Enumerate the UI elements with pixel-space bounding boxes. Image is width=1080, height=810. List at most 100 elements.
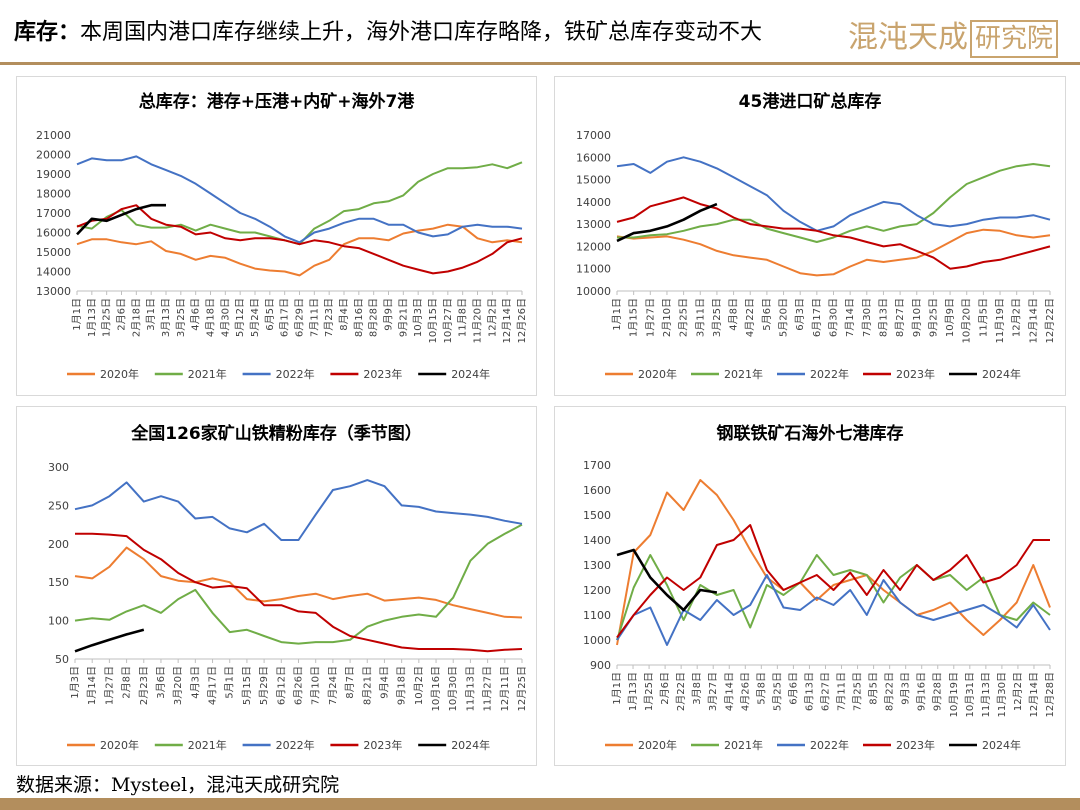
series-line-2021 (617, 163, 1051, 243)
legend-label: 2024年 (982, 738, 1021, 752)
y-tick-label: 15000 (36, 246, 71, 259)
x-tick-label: 11月8日 (457, 298, 469, 337)
y-tick-label: 11000 (576, 263, 611, 276)
x-tick-label: 6月17日 (811, 298, 823, 337)
y-tick-label: 20000 (36, 149, 71, 162)
x-tick-label: 3月11日 (694, 298, 706, 337)
x-tick-label: 7月14日 (844, 298, 856, 337)
x-tick-label: 5月20日 (778, 298, 790, 337)
y-tick-label: 15000 (576, 174, 611, 187)
series-line-2024 (74, 628, 145, 653)
x-tick-label: 9月21日 (397, 298, 409, 337)
x-tick-label: 1月1日 (71, 298, 83, 331)
chart-title: 总库存：港存+压港+内矿+海外7港 (139, 91, 416, 112)
x-tick-label: 5月24日 (249, 298, 261, 337)
x-tick-label: 3月13日 (160, 298, 172, 337)
x-tick-label: 2月10日 (661, 298, 673, 337)
y-tick-label: 16000 (576, 151, 611, 164)
x-tick-label: 9月25日 (927, 298, 939, 337)
chart-panel-overseas-7-ports: 钢联铁矿石海外七港库存 900 1000 1100 1200 1300 1400 1500 16… (554, 406, 1066, 766)
series-line-2022 (76, 155, 523, 244)
x-tick-label: 9月10日 (911, 298, 923, 337)
x-tick-label: 7月30日 (861, 298, 873, 337)
x-tick-label: 7月25日 (852, 672, 864, 711)
footer-bar (0, 798, 1080, 810)
x-tick-label: 4月26日 (739, 672, 751, 711)
y-tick-label: 1700 (583, 459, 611, 472)
x-tick-label: 10月31日 (964, 672, 976, 717)
x-tick-label: 11月19日 (994, 298, 1006, 343)
legend-label: 2023年 (896, 367, 935, 381)
chart-total-inventory: 总库存：港存+压港+内矿+海外7港 13000 14000 15000 16000 170… (36, 91, 528, 381)
y-tick-label: 300 (48, 461, 69, 474)
x-tick-label: 8月21日 (361, 666, 373, 705)
x-tick-label: 1月13日 (627, 672, 639, 711)
series-line-2020 (616, 228, 1051, 277)
x-tick-label: 3月6日 (155, 666, 167, 699)
y-tick-label: 1200 (583, 584, 611, 597)
y-tick-label: 12000 (576, 240, 611, 253)
y-tick-label: 900 (590, 659, 611, 672)
x-tick-label: 8月16日 (353, 298, 365, 337)
series-line-2023 (616, 196, 1051, 270)
y-tick-label: 100 (48, 615, 69, 628)
series-line-2022 (74, 479, 523, 541)
legend-label: 2020年 (100, 738, 139, 752)
logo-text: 混沌天成 (847, 20, 968, 55)
x-tick-label: 12月25日 (516, 666, 528, 711)
y-tick-label: 1600 (583, 484, 611, 497)
y-tick-label: 19000 (36, 168, 71, 181)
x-tick-label: 3月8日 (691, 672, 703, 705)
y-tick-label: 13000 (36, 285, 71, 298)
x-tick-label: 6月30日 (828, 298, 840, 337)
page-title: 库存：本周国内港口库存继续上升，海外港口库存略降，铁矿总库存变动不大 (14, 14, 762, 46)
series-line-2023 (75, 532, 523, 653)
y-tick-label: 1100 (583, 609, 611, 622)
y-tick-label: 21000 (36, 129, 71, 142)
y-tick-label: 1300 (583, 559, 611, 572)
y-tick-label: 250 (48, 499, 69, 512)
legend-label: 2020年 (638, 367, 677, 381)
header: 库存：本周国内港口库存继续上升，海外港口库存略降，铁矿总库存变动不大 混沌天成研… (0, 0, 1080, 62)
x-tick-label: 12月2日 (486, 298, 498, 337)
x-tick-label: 6月27日 (819, 672, 831, 711)
x-tick-label: 1月1日 (611, 298, 623, 331)
x-tick-label: 8月22日 (884, 672, 896, 711)
x-tick-label: 1月14日 (86, 666, 98, 705)
series-line-2022 (616, 156, 1051, 232)
x-tick-label: 2月22日 (675, 672, 687, 711)
series-line-2020 (616, 479, 1051, 646)
x-tick-label: 12月22日 (1044, 298, 1056, 343)
y-tick-label: 1500 (583, 509, 611, 522)
legend-label: 2021年 (188, 738, 227, 752)
x-tick-label: 7月23日 (323, 298, 335, 337)
x-tick-label: 12月2日 (1011, 298, 1023, 337)
x-tick-label: 4月3日 (189, 666, 201, 699)
x-tick-label: 5月25日 (771, 672, 783, 711)
x-tick-label: 7月11日 (836, 672, 848, 711)
chart-panel-total-inventory: 总库存：港存+压港+内矿+海外7港 13000 14000 15000 16000 170… (16, 76, 537, 396)
x-tick-label: 12月14日 (501, 298, 513, 343)
brand-logo: 混沌天成 研究院 (848, 12, 1058, 58)
x-tick-label: 9月9日 (383, 298, 395, 331)
x-tick-label: 4月18日 (205, 298, 217, 337)
y-tick-label: 200 (48, 538, 69, 551)
series-line-2024 (616, 202, 718, 243)
x-tick-label: 6月5日 (264, 298, 276, 331)
x-tick-label: 10月20日 (961, 298, 973, 343)
legend-label: 2023年 (363, 367, 402, 381)
x-tick-label: 10月16日 (430, 666, 442, 711)
y-tick-label: 1400 (583, 534, 611, 547)
x-tick-label: 3月1日 (145, 298, 157, 331)
page-title-label: 库存： (14, 19, 81, 45)
x-tick-label: 11月20日 (472, 298, 484, 343)
x-tick-label: 10月30日 (447, 666, 459, 711)
x-tick-label: 3月25日 (175, 298, 187, 337)
x-tick-label: 3月27日 (707, 672, 719, 711)
x-tick-label: 9月4日 (378, 666, 390, 699)
chart-title: 45港进口矿总库存 (739, 91, 882, 112)
series-line-2023 (76, 204, 523, 275)
chart-45-ports: 45港进口矿总库存 10000 11000 12000 13000 14000 15000 1… (576, 91, 1056, 381)
legend-label: 2022年 (810, 738, 849, 752)
legend-label: 2023年 (896, 738, 935, 752)
